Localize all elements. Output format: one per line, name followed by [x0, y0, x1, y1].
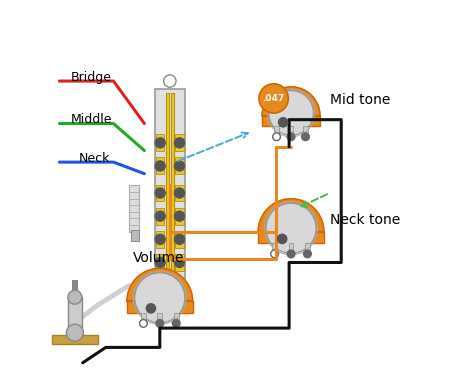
Circle shape [155, 188, 165, 198]
Circle shape [174, 257, 184, 267]
Text: .047: .047 [263, 94, 285, 103]
Circle shape [155, 161, 165, 171]
Polygon shape [258, 199, 324, 232]
Circle shape [174, 188, 184, 198]
Bar [156, 254, 164, 271]
Circle shape [259, 84, 288, 113]
Text: Bridge: Bridge [71, 71, 112, 84]
Bar [262, 116, 320, 126]
Bar [72, 280, 78, 290]
Circle shape [269, 91, 313, 135]
Bar [156, 157, 164, 174]
Bar [165, 93, 169, 278]
Bar [155, 89, 185, 282]
Bar [131, 230, 138, 241]
Bar [303, 126, 308, 134]
Bar [156, 185, 164, 201]
Bar [52, 335, 98, 344]
Circle shape [155, 257, 165, 267]
Bar [129, 185, 138, 232]
Circle shape [287, 250, 295, 258]
Circle shape [266, 203, 316, 253]
Bar [305, 243, 310, 252]
Bar [175, 134, 184, 151]
Circle shape [155, 211, 165, 221]
Text: Volume: Volume [133, 252, 184, 266]
Bar [174, 313, 179, 321]
Bar [274, 126, 279, 134]
Circle shape [173, 320, 180, 327]
Polygon shape [127, 268, 192, 301]
Circle shape [303, 250, 311, 258]
Circle shape [174, 161, 184, 171]
Bar [175, 231, 184, 248]
Bar [68, 297, 82, 332]
Bar [171, 93, 174, 278]
Bar [175, 185, 184, 201]
Bar [289, 126, 293, 134]
Circle shape [68, 290, 82, 304]
Bar [156, 208, 164, 225]
Polygon shape [262, 87, 320, 116]
Circle shape [165, 279, 174, 288]
Circle shape [156, 320, 164, 327]
Bar [258, 232, 324, 243]
Bar [289, 243, 293, 252]
Circle shape [271, 250, 279, 258]
Circle shape [155, 234, 165, 244]
Circle shape [287, 133, 295, 141]
Circle shape [301, 133, 310, 141]
Circle shape [174, 138, 184, 148]
Bar [273, 243, 277, 252]
Circle shape [174, 234, 184, 244]
Bar [175, 157, 184, 174]
Text: Middle: Middle [71, 113, 112, 126]
Text: Neck tone: Neck tone [329, 213, 400, 227]
Bar [156, 134, 164, 151]
Circle shape [164, 75, 176, 87]
Circle shape [66, 324, 83, 341]
Circle shape [139, 320, 147, 327]
Circle shape [279, 118, 288, 127]
Bar [156, 231, 164, 248]
Circle shape [135, 273, 185, 323]
Bar [127, 301, 192, 313]
Bar [141, 313, 146, 321]
Circle shape [273, 133, 281, 141]
Bar [157, 313, 162, 321]
Bar [175, 208, 184, 225]
Circle shape [174, 211, 184, 221]
Circle shape [146, 304, 155, 313]
Text: Mid tone: Mid tone [329, 93, 390, 107]
Circle shape [155, 138, 165, 148]
Circle shape [278, 234, 287, 244]
Text: Neck: Neck [79, 152, 110, 165]
Bar [175, 254, 184, 271]
